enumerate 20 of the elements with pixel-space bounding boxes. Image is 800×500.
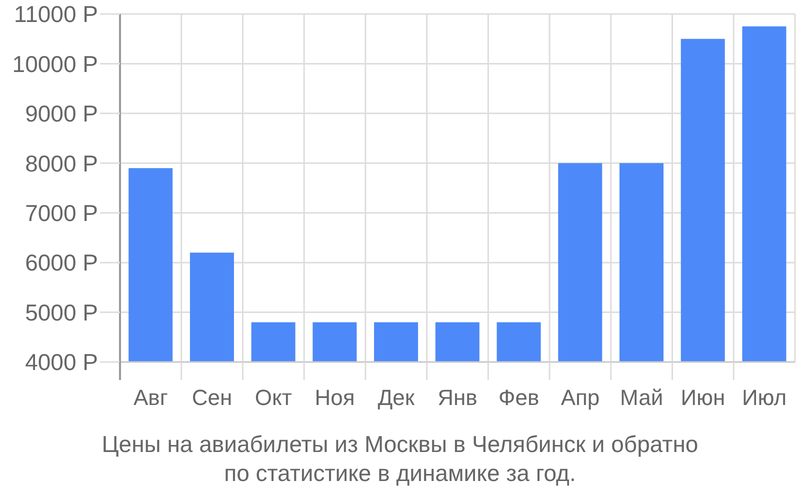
x-tick-label: Ноя [314,385,355,410]
y-tick-label: 7000 Р [25,200,98,226]
y-tick-label: 4000 Р [25,349,98,376]
x-tick-label: Июн [680,385,726,410]
x-tick-label: Сен [192,385,232,410]
text: Цены на авиабилеты из Москвы в Челябинск и обратно по статистике в динамике за год. [100,430,700,488]
y-tick-label: 9000 Р [25,100,98,127]
x-tick-label: Янв [438,385,478,410]
x-tick-label: Май [620,385,664,410]
y-tick-label: 6000 Р [25,250,98,276]
x-tick-label: Дек [378,385,415,410]
y-tick-label: 8000 Р [25,150,98,176]
x-tick-label: Фев [498,385,540,410]
y-tick-label: 10000 Р [12,50,98,77]
x-tick-label: Окт [254,385,292,410]
y-tick-label: 5000 Р [25,299,98,326]
x-tick-label: Апр [560,385,600,410]
y-tick-label: 11000 Р [14,1,98,28]
x-tick-label: Июл [742,385,787,410]
x-tick-label: Авг [133,385,168,410]
